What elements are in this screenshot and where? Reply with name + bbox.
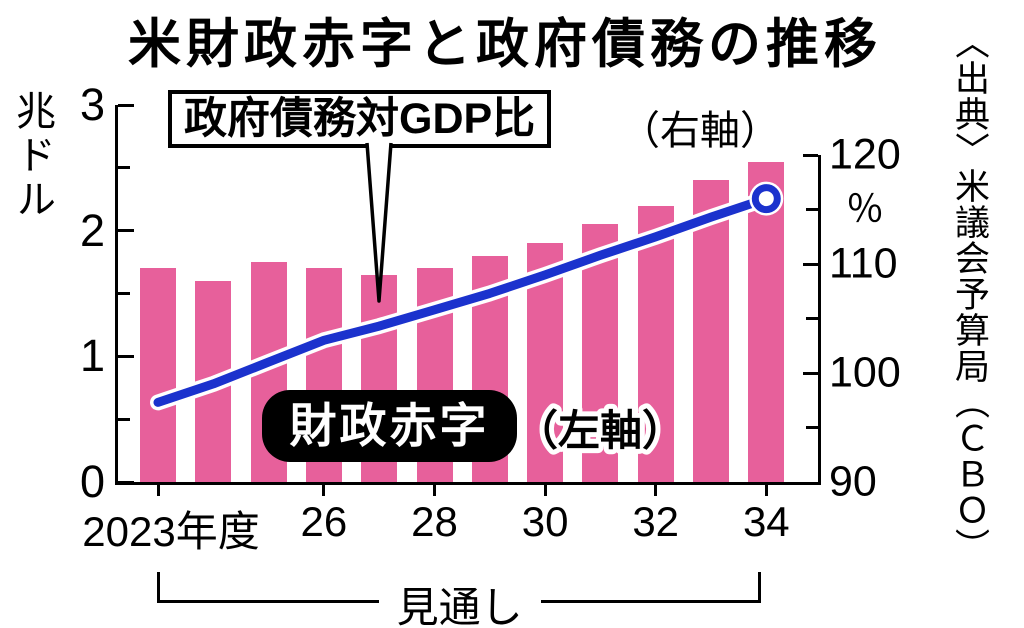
right-axis-line [818,155,821,485]
right-axis-tick-label: 120 [829,130,901,179]
left-axis-line [115,105,118,485]
right-axis-tick [803,153,818,157]
left-axis-tick [118,354,134,358]
x-axis-tick [654,485,658,496]
x-axis-tick [156,485,160,496]
forecast-label: 見通し [378,574,541,628]
left-axis-tick-label: 1 [79,330,105,382]
x-axis-tick-label: 30 [521,498,569,545]
right-axis-tick [803,371,818,375]
x-axis-tick-label: 28 [411,498,458,545]
right-axis-tick [806,208,818,211]
x-axis-tick [764,485,768,496]
deficit-axis-note: （左軸） [511,402,689,459]
left-axis-tick-label: 0 [79,456,105,507]
debt-gdp-line-series [150,181,784,411]
right-axis-unit-label: ％ [846,189,885,231]
x-axis-tick-label: 26 [300,498,348,545]
debt-gdp-line-label: 政府債務対GDP比 [168,90,552,148]
deficit-bar-2023 [140,268,176,482]
x-axis-tick [322,485,326,496]
deficit-bar-2032 [637,205,674,482]
bracket-right-stub [758,572,762,603]
chart-title: 米財政赤字と政府債務の推移 [128,15,882,74]
debt-gdp-axis-note: （右軸） [620,109,780,153]
left-axis-tick-label: 2 [79,204,105,256]
x-axis-line [115,482,821,485]
right-axis-tick [806,426,818,429]
x-axis-tick-label: 34 [742,498,790,545]
right-axis-tick-label: 110 [829,239,898,288]
source-note: 〈出典〉米議会予算局（ＣＢＯ） [950,24,989,564]
right-axis-tick-label: 100 [829,348,901,397]
right-axis-tick-label: 90 [829,457,877,506]
x-axis-tick-label: 32 [632,498,680,545]
bracket-left-stub [157,572,160,603]
left-axis-tick-label: 3 [79,79,105,130]
left-axis-unit-label: 兆ドル [10,90,54,222]
deficit-axis-note-text: （左軸） [516,407,684,454]
right-axis-tick [803,262,818,266]
x-axis-tick [543,485,547,496]
left-axis-tick [118,103,134,107]
left-axis-tick [118,480,134,484]
deficit-bar-label: 財政赤字 [262,390,517,462]
debt-gdp-line [153,194,771,407]
deficit-bar-2033 [693,180,729,482]
line-end-marker [751,184,781,214]
right-axis-tick [806,317,818,320]
left-axis-tick [118,166,130,170]
x-axis-tick-label: 2023年度 [82,508,260,555]
left-axis-tick [118,229,134,233]
x-axis-tick [433,485,436,496]
left-axis-tick [118,292,130,295]
left-axis-tick [118,417,130,421]
